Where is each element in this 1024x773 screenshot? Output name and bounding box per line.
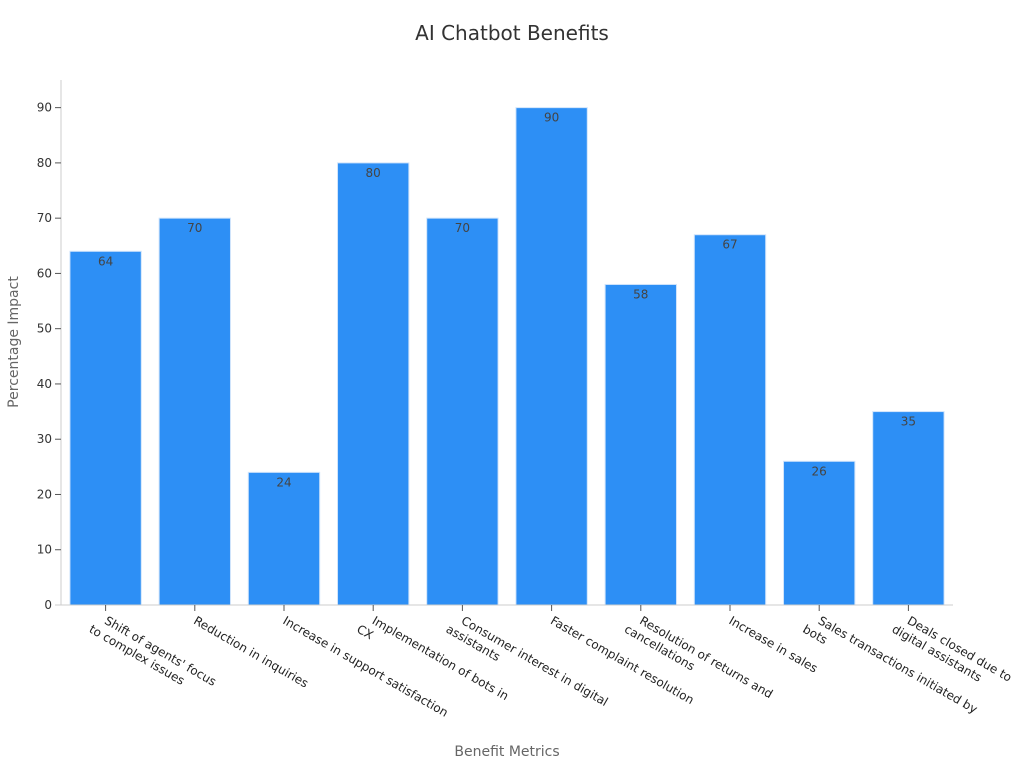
bar-value-label: 80: [366, 166, 381, 180]
bar: [247, 471, 321, 606]
bar: [872, 411, 945, 606]
bar: [783, 460, 856, 606]
bar: [515, 107, 588, 606]
y-tick-label: 80: [37, 156, 52, 170]
x-axis-label: Benefit Metrics: [454, 744, 559, 760]
bars: 64 70 24 80 70 90 58 67 26 35: [69, 107, 945, 606]
y-tick-label: 90: [37, 101, 52, 115]
bar-value-label: 90: [544, 111, 559, 125]
bar-value-label: 26: [812, 464, 827, 478]
y-tick-label: 40: [37, 377, 52, 391]
bar: [158, 217, 231, 606]
x-axis: Shift of agents' focusto complex issues R…: [55, 604, 1015, 720]
y-tick-label: 30: [37, 432, 52, 446]
y-tick-label: 0: [44, 598, 52, 612]
x-tick-label: Deals closed due todigital assistants: [890, 609, 1015, 698]
y-tick-label: 10: [37, 543, 52, 557]
y-tick-label: 70: [37, 211, 52, 225]
bar-value-label: 70: [455, 221, 470, 235]
y-tick-label: 20: [37, 487, 52, 501]
bar: [69, 250, 142, 606]
bar: [693, 234, 767, 606]
y-axis: 0 10 20 30 40 50 60 70 80 90: [37, 80, 62, 612]
bar-value-label: 58: [633, 287, 648, 301]
bar-value-label: 24: [276, 475, 291, 489]
y-tick-label: 60: [37, 266, 52, 280]
bar-value-label: 70: [187, 221, 202, 235]
bar: [337, 162, 410, 606]
x-tick-label-line: Consumer interest in digital: [459, 613, 611, 709]
y-axis-label: Percentage Impact: [6, 276, 22, 408]
bar-value-label: 64: [98, 254, 113, 268]
bar-value-label: 67: [722, 238, 737, 252]
bar-value-label: 35: [901, 415, 916, 429]
y-tick-label: 50: [37, 322, 52, 336]
chart-title: AI Chatbot Benefits: [415, 21, 609, 45]
bar: [604, 283, 677, 606]
bar: [426, 217, 499, 606]
